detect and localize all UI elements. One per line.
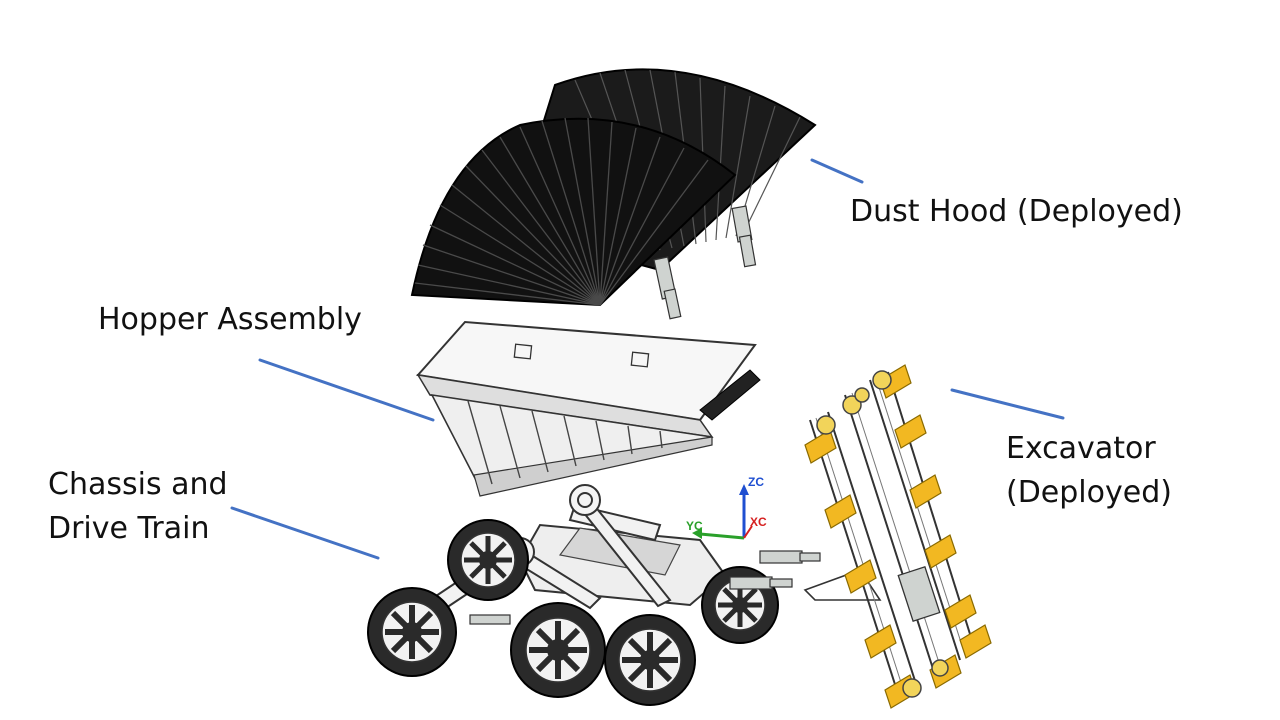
hood-actuator-right bbox=[731, 205, 757, 268]
hopper-roller bbox=[699, 369, 761, 421]
label-chassis-line2: Drive Train bbox=[48, 511, 210, 546]
label-hopper-assembly: Hopper Assembly bbox=[98, 302, 362, 337]
axis-label-z: ZC bbox=[748, 475, 764, 489]
hood-actuator-left bbox=[653, 256, 682, 320]
axis-label-x: XC bbox=[750, 515, 767, 529]
axis-label-y: YC bbox=[686, 519, 703, 533]
wheel-middle bbox=[510, 602, 606, 698]
label-dust-hood: Dust Hood (Deployed) bbox=[850, 194, 1183, 229]
hopper-vents bbox=[513, 343, 650, 368]
hopper-ribs bbox=[467, 400, 663, 485]
coordinate-triad: ZC YC XC bbox=[686, 475, 767, 540]
hopper-assembly bbox=[416, 320, 761, 497]
dust-hood-front-ribs bbox=[414, 117, 709, 306]
wheel-front-left bbox=[367, 587, 457, 677]
chassis-actuators bbox=[469, 550, 821, 625]
label-excavator-line1: Excavator bbox=[1006, 431, 1156, 466]
excavator-sprockets bbox=[816, 370, 949, 698]
excavator-motor bbox=[897, 566, 941, 622]
label-excavator-line2: (Deployed) bbox=[1006, 475, 1172, 510]
leader-line-dust-hood bbox=[810, 158, 864, 184]
leader-line-excavator bbox=[950, 388, 1065, 420]
leader-line-chassis bbox=[230, 506, 380, 560]
leader-lines bbox=[230, 158, 1065, 560]
dust-hood bbox=[410, 68, 817, 320]
wheel-front-right bbox=[604, 614, 696, 706]
label-chassis-line1: Chassis and bbox=[48, 467, 228, 502]
excavator bbox=[804, 364, 992, 709]
chassis-and-drive-train bbox=[367, 484, 882, 706]
leader-line-hopper bbox=[258, 358, 435, 422]
wheel-rear-left bbox=[447, 519, 529, 601]
wheel-rear-right bbox=[701, 566, 779, 644]
excavator-buckets bbox=[804, 364, 992, 709]
